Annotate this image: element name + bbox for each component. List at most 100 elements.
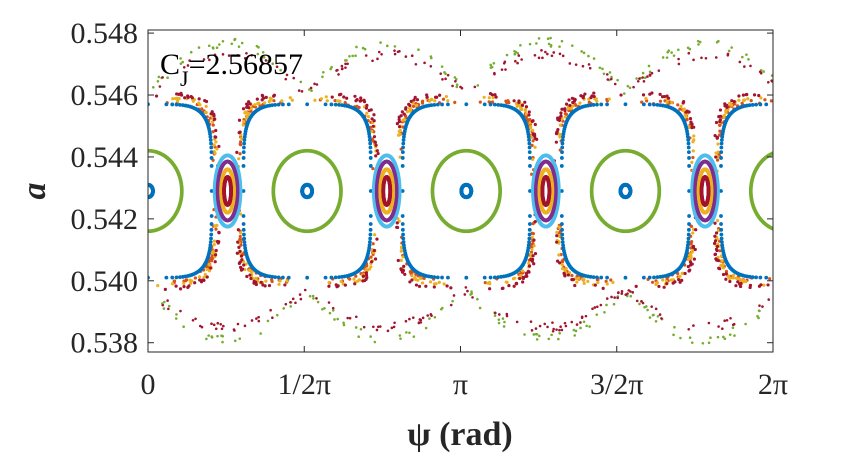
chaotic-point	[564, 102, 569, 106]
chaotic-point	[238, 249, 242, 253]
curve-point-ring	[787, 229, 791, 233]
chaotic-point	[824, 279, 827, 282]
chaotic-point	[138, 94, 141, 97]
outer-arc-point	[179, 309, 182, 313]
outer-arc-point	[701, 341, 705, 345]
chaotic-point	[688, 116, 693, 121]
chaotic-point	[717, 115, 721, 119]
curve-point-core	[786, 184, 790, 188]
curve-point-core	[788, 190, 792, 194]
curve-point-outer	[844, 129, 848, 133]
outer-arc-point	[580, 50, 583, 53]
outer-arc-point	[161, 303, 165, 307]
outer-arc-point	[647, 64, 651, 68]
chaotic-point	[583, 92, 587, 96]
curve-point-outer	[242, 134, 247, 139]
curve-point-core	[141, 189, 145, 193]
outer-arc-point	[757, 316, 760, 320]
curve-point-core	[786, 185, 790, 189]
outer-arc-point	[584, 314, 588, 318]
outer-arc-point	[311, 294, 315, 298]
curve-point-outer	[273, 275, 278, 280]
curve-point-ring	[811, 211, 815, 215]
chaotic-point	[845, 265, 848, 268]
curve-point-core	[780, 184, 784, 188]
chaotic-point	[235, 251, 239, 255]
curve-point-outer	[719, 214, 723, 218]
outer-arc-point	[579, 321, 582, 324]
curve-point-core	[778, 191, 782, 195]
chaotic-point	[691, 231, 695, 235]
curve-point-outer	[82, 189, 86, 193]
outer-arc-point	[638, 302, 641, 306]
curve-point-ring	[815, 178, 819, 182]
curve-point-outer	[527, 156, 532, 160]
outer-arc-point	[741, 55, 744, 59]
curve-point-outer	[843, 255, 847, 259]
curve-point-outer	[820, 275, 824, 279]
curve-point-core	[786, 184, 790, 188]
curve-point-outer	[719, 232, 724, 237]
chaotic-point	[732, 100, 736, 104]
outer-arc-point	[207, 334, 210, 337]
outer-arc-point	[428, 317, 431, 320]
outer-arc-point	[707, 321, 711, 325]
chaotic-point	[834, 105, 837, 108]
chaotic-point	[397, 125, 402, 129]
outer-arc-point	[161, 76, 164, 79]
chaotic-point	[829, 274, 832, 277]
chaotic-point	[242, 120, 246, 124]
curve-point-outer	[823, 104, 827, 108]
chaotic-point	[182, 284, 186, 289]
chaotic-point	[563, 111, 567, 116]
curve-point-outer	[84, 246, 88, 250]
curve-point-ring	[790, 228, 794, 232]
outer-arc-point	[351, 54, 354, 58]
curve-point-outer	[435, 102, 440, 107]
chaotic-point	[596, 280, 600, 285]
curve-point-outer	[276, 275, 281, 280]
chaotic-point	[272, 94, 276, 98]
curve-point-outer	[686, 232, 691, 237]
chaotic-point	[851, 239, 854, 242]
chaotic-point	[819, 96, 822, 99]
chaotic-point	[828, 279, 831, 282]
chaotic-point	[815, 100, 818, 103]
curve-point-core	[784, 195, 788, 199]
chaotic-point	[834, 277, 837, 280]
chaotic-point	[277, 282, 281, 286]
curve-point-core	[142, 185, 146, 189]
outer-arc-point	[344, 66, 347, 69]
chaotic-point	[217, 231, 221, 235]
outer-arc-point	[631, 291, 635, 294]
curve-point-outer	[830, 107, 834, 111]
curve-point-outer	[842, 121, 846, 125]
curve-point-core	[781, 195, 785, 199]
curve-point-outer	[846, 233, 850, 237]
curve-point-core	[469, 189, 474, 194]
chaotic-point	[444, 94, 449, 99]
chaotic-point	[80, 123, 83, 126]
curve-point-small-outer	[397, 190, 402, 195]
chaotic-point	[240, 267, 245, 271]
chaotic-point	[532, 244, 536, 248]
chaotic-point	[713, 252, 717, 257]
curve-point-outer	[687, 150, 691, 155]
curve-point-outer	[88, 259, 92, 263]
curve-point-outer	[527, 232, 532, 237]
curve-point-core	[788, 190, 792, 194]
curve-point-core	[778, 187, 782, 191]
curve-point-core	[788, 187, 792, 191]
outer-arc-point	[303, 288, 307, 292]
curve-point-outer	[807, 276, 811, 280]
chaotic-point	[690, 262, 694, 266]
outer-arc-point	[602, 72, 606, 76]
chaotic-point	[257, 101, 261, 105]
outer-arc-point	[770, 74, 773, 77]
outer-arc-point	[342, 321, 345, 325]
outer-arc-point	[313, 82, 316, 86]
chaotic-point	[850, 229, 853, 232]
outer-arc-point	[423, 61, 426, 65]
outer-arc-point	[546, 325, 549, 329]
curve-point-ring	[813, 172, 817, 176]
